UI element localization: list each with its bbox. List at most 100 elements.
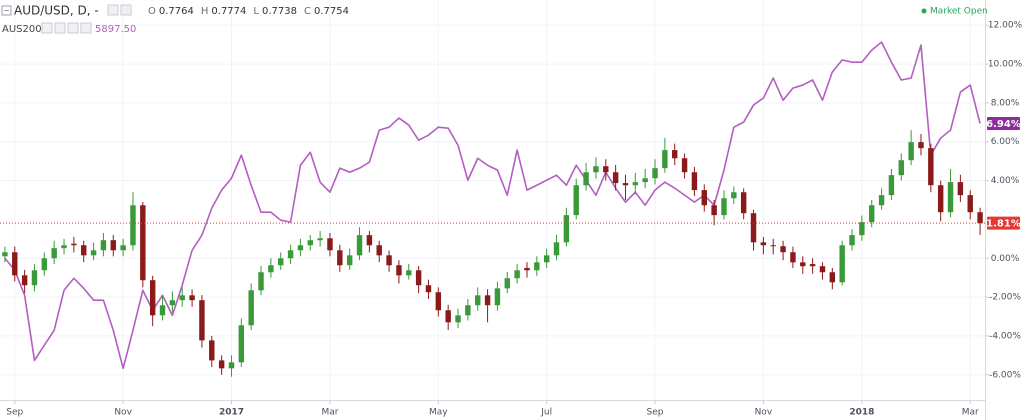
candle-body — [947, 182, 954, 213]
candle-body — [918, 142, 924, 149]
candle-body — [110, 240, 116, 251]
candle-body — [829, 272, 836, 283]
visibility-icon[interactable] — [41, 22, 53, 34]
candle-body — [199, 300, 205, 341]
ohlc-key: H — [201, 6, 209, 17]
candle-body — [258, 272, 264, 291]
candle-body — [12, 252, 18, 276]
candle-body — [583, 172, 589, 186]
candle-body — [543, 255, 550, 263]
candle-body — [494, 288, 501, 306]
ohlc-key: L — [253, 6, 259, 17]
ohlc-value: 0.7764 — [159, 6, 194, 17]
candle-body — [51, 248, 57, 259]
candle-body — [278, 258, 284, 266]
candle-body — [406, 270, 412, 276]
candle-body — [179, 295, 185, 301]
x-tick-label: Nov — [755, 408, 773, 418]
candle-body — [71, 243, 77, 246]
ohlc-value: 0.7738 — [262, 6, 297, 17]
x-tick-label: Sep — [647, 408, 664, 418]
series-line — [4, 41, 981, 370]
x-tick-label: Nov — [114, 408, 132, 418]
candle-body — [307, 240, 313, 246]
candle-body — [327, 238, 333, 251]
candle-body — [859, 222, 865, 236]
candle-body — [415, 270, 422, 286]
candle-body — [878, 195, 885, 206]
candle-body — [662, 150, 668, 169]
candle-body — [228, 362, 235, 369]
settings-icon[interactable] — [107, 4, 119, 16]
candle-body — [553, 242, 560, 256]
candle-body — [681, 158, 688, 173]
candle-body — [790, 252, 796, 263]
candle-body — [484, 295, 491, 306]
candle-body — [612, 172, 619, 184]
candle-body — [898, 160, 904, 176]
y-tick-label: -2.00% — [989, 293, 1021, 303]
status-dot — [921, 8, 927, 14]
y-tick-label: 8.00% — [991, 98, 1020, 108]
y-tick-label: 10.00% — [988, 60, 1023, 70]
more-icon[interactable] — [67, 22, 79, 34]
candle-body — [268, 265, 274, 273]
last-value-tag — [987, 116, 1020, 130]
legend: AUD/USD, D, - O 0.7764 H 0.7774 L 0.7738 C 0.77… — [1, 4, 988, 35]
ohlc-value: 0.7754 — [314, 6, 349, 17]
y-tick-label: -6.00% — [989, 370, 1021, 380]
candle-body — [800, 262, 806, 267]
overlay-price: 5897.50 — [95, 24, 136, 35]
candle-body — [2, 252, 8, 257]
candle-body — [209, 340, 215, 361]
candle-body — [652, 168, 658, 179]
candle-body — [603, 166, 609, 173]
candle-body — [61, 245, 67, 249]
close-icon[interactable] — [80, 22, 92, 34]
candle-body — [750, 213, 757, 243]
candle-body — [238, 325, 245, 363]
candle-body — [435, 292, 442, 311]
candle-body — [149, 280, 156, 316]
candle-body — [120, 245, 126, 251]
candle-body — [465, 305, 471, 316]
x-tick-label: 2017 — [219, 408, 244, 418]
candle-body — [957, 182, 964, 196]
ohlc-value: 0.7774 — [211, 6, 246, 17]
symbol-label: AUD/USD, D, - — [14, 4, 99, 18]
x-tick-label: May — [429, 408, 448, 418]
overlay-symbol: AUS200, — [2, 24, 45, 35]
candle-body — [366, 235, 373, 246]
candle-body — [593, 166, 599, 173]
close-icon[interactable] — [120, 4, 132, 16]
x-tick-label: Mar — [962, 408, 979, 418]
y-tick-label: -4.00% — [989, 331, 1021, 341]
candle-body — [691, 172, 698, 191]
candle-body — [780, 246, 786, 253]
candle-body — [849, 235, 855, 246]
candle-body — [100, 240, 107, 251]
candle-body — [455, 315, 461, 323]
ohlc-key: C — [304, 6, 311, 17]
candle-body — [140, 205, 146, 281]
candle-body — [41, 258, 48, 271]
candle-body — [504, 278, 510, 289]
candle-body — [159, 305, 166, 316]
candle-body — [31, 270, 38, 286]
candle-body — [573, 185, 579, 216]
candle-body — [642, 178, 648, 183]
last-value-tag — [987, 216, 1020, 230]
candle-body — [376, 245, 382, 256]
candle-body — [622, 183, 629, 186]
settings-icon[interactable] — [54, 22, 66, 34]
candle-body — [711, 205, 717, 216]
candle-body — [90, 250, 97, 256]
x-tick-label: Mar — [321, 408, 338, 418]
collapse-icon[interactable] — [1, 5, 12, 16]
candle-body — [514, 270, 520, 279]
candle-body — [563, 215, 570, 243]
candle-body — [731, 192, 737, 199]
candle-body — [218, 360, 225, 369]
candle-body — [189, 295, 195, 301]
x-tick-label: Jul — [540, 408, 552, 418]
